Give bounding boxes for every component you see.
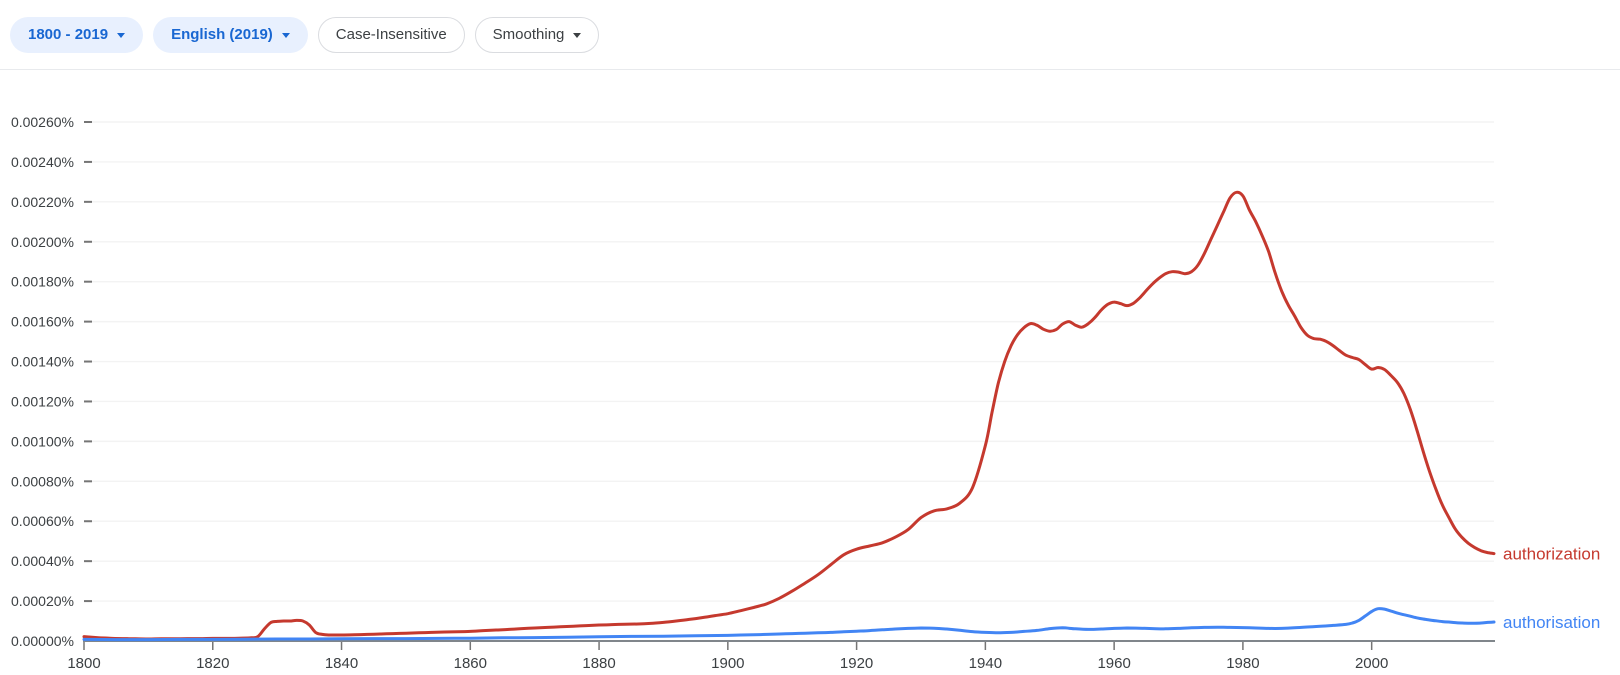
smoothing-chip[interactable]: Smoothing bbox=[474, 16, 600, 53]
x-tick-label: 1980 bbox=[1226, 655, 1259, 670]
y-tick-mark bbox=[84, 440, 92, 443]
x-tick-label: 1840 bbox=[325, 655, 358, 670]
case-sensitivity-chip[interactable]: Case-Insensitive bbox=[317, 16, 465, 53]
smoothing-label: Smoothing bbox=[492, 26, 565, 43]
y-tick-label: 0.00040% bbox=[11, 553, 74, 569]
y-tick-label: 0.00060% bbox=[11, 513, 74, 529]
series-line-authorization[interactable] bbox=[82, 190, 1496, 641]
x-tick-label: 1880 bbox=[582, 655, 615, 670]
x-tick-label: 1940 bbox=[969, 655, 1002, 670]
date-range-label: 1800 - 2019 bbox=[28, 26, 109, 43]
y-tick-label: 0.00140% bbox=[11, 354, 74, 370]
y-tick-mark bbox=[84, 400, 92, 403]
y-tick-mark bbox=[84, 360, 92, 363]
chevron-down-icon bbox=[281, 33, 290, 38]
toolbar: 1800 - 2019 English (2019) Case-Insensit… bbox=[0, 0, 1620, 70]
y-tick-mark bbox=[84, 121, 92, 123]
y-tick-label: 0.00240% bbox=[11, 154, 74, 170]
y-tick-label: 0.00100% bbox=[11, 433, 74, 449]
series-end-label-authorisation: authorisation bbox=[1503, 613, 1600, 632]
case-sensitivity-label: Case-Insensitive bbox=[335, 26, 447, 43]
x-tick-label: 1800 bbox=[67, 655, 100, 670]
ngram-chart[interactable]: 0.00000% 0.00020% 0.00040% 0.00060% 0.00080%… bbox=[0, 71, 1620, 672]
y-tick-mark bbox=[84, 280, 92, 283]
y-tick-label: 0.00120% bbox=[11, 393, 74, 409]
y-tick-label: 0.00200% bbox=[11, 234, 74, 250]
y-tick-mark bbox=[84, 320, 92, 323]
y-tick-mark bbox=[84, 160, 92, 163]
corpus-chip[interactable]: English (2019) bbox=[153, 16, 308, 53]
corpus-label: English (2019) bbox=[171, 26, 273, 43]
series-line-authorisation[interactable] bbox=[82, 607, 1496, 642]
x-tick-label: 1920 bbox=[840, 655, 873, 670]
y-tick-mark bbox=[84, 240, 92, 243]
chevron-down-icon bbox=[573, 33, 582, 38]
x-tick-label: 1960 bbox=[1097, 655, 1130, 670]
x-tick-label: 1820 bbox=[196, 655, 229, 670]
y-tick-label: 0.00160% bbox=[11, 314, 74, 330]
y-tick-label: 0.00260% bbox=[11, 114, 74, 130]
y-tick-label: 0.00180% bbox=[11, 274, 74, 290]
y-tick-mark bbox=[84, 520, 92, 523]
x-tick-label: 1900 bbox=[711, 655, 744, 670]
x-tick-label: 1860 bbox=[454, 655, 487, 670]
y-tick-label: 0.00000% bbox=[11, 633, 74, 649]
y-tick-label: 0.00220% bbox=[11, 194, 74, 210]
y-tick-mark bbox=[84, 480, 92, 483]
date-range-chip[interactable]: 1800 - 2019 bbox=[10, 16, 144, 53]
series-end-label-authorization: authorization bbox=[1503, 545, 1600, 564]
chevron-down-icon bbox=[117, 33, 126, 38]
chart-area: 0.00000% 0.00020% 0.00040% 0.00060% 0.00080%… bbox=[0, 71, 1620, 672]
y-tick-label: 0.00080% bbox=[11, 473, 74, 489]
x-tick-label: 2000 bbox=[1355, 655, 1388, 670]
y-tick-mark bbox=[84, 560, 92, 563]
y-tick-label: 0.00020% bbox=[11, 593, 74, 609]
y-tick-mark bbox=[84, 200, 92, 203]
y-tick-mark bbox=[84, 600, 92, 603]
